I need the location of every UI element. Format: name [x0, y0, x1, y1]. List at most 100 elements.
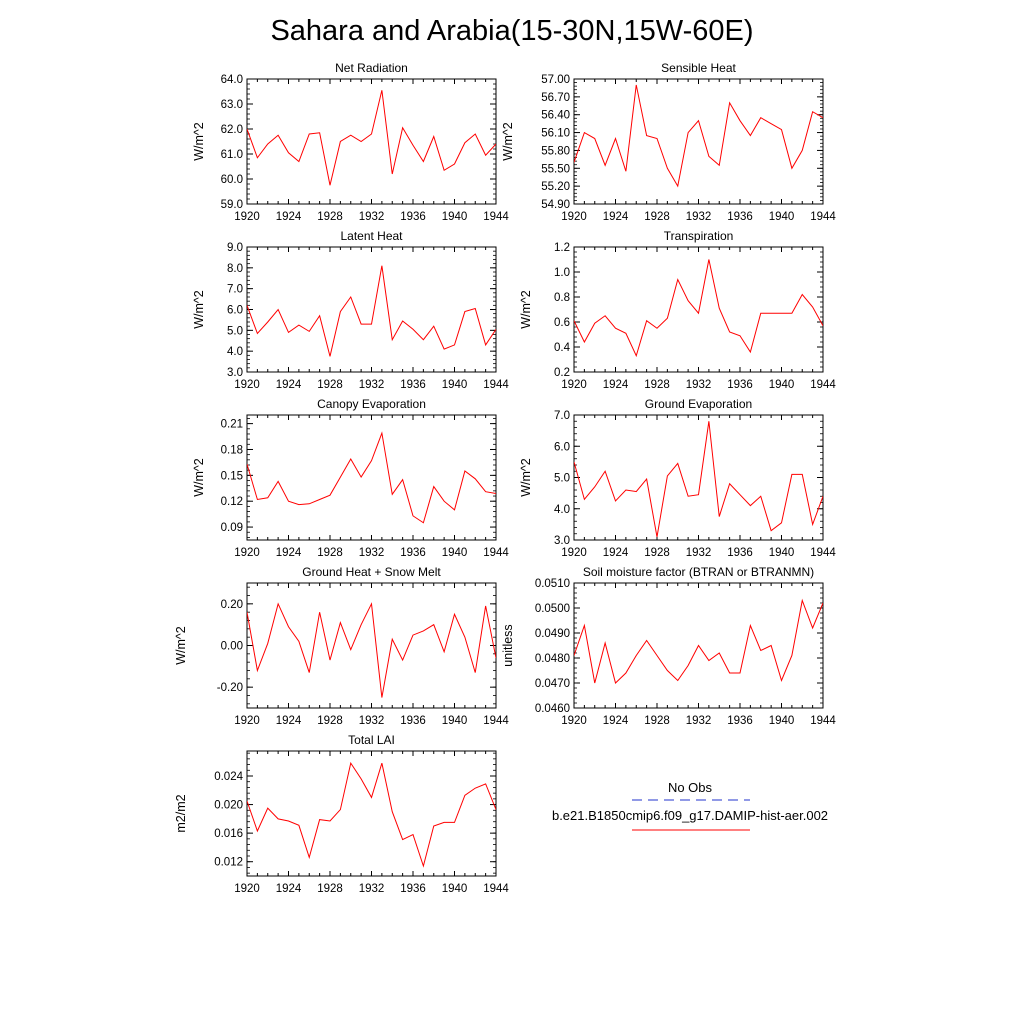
x-tick-label: 1944 [810, 379, 836, 391]
chart-panel-canopy-evaporation: Canopy Evaporation W/m^2 1920 1924 1928 1932 1… [192, 397, 509, 559]
x-tick-label: 1940 [442, 211, 468, 223]
y-tick-label: 9.0 [227, 242, 243, 254]
y-tick-label: 0.21 [221, 419, 243, 431]
y-tick-label: 0.18 [221, 444, 243, 456]
x-tick-label: 1928 [317, 883, 343, 895]
y-axis-label: W/m^2 [192, 290, 206, 329]
y-tick-label: 0.4 [554, 342, 571, 354]
panel-title: Ground Evaporation [645, 397, 752, 411]
y-tick-label: 56.70 [541, 92, 570, 104]
x-tick-label: 1936 [727, 379, 753, 391]
y-tick-label: 5.0 [227, 325, 243, 337]
y-tick-label: 0.0480 [535, 653, 570, 665]
x-tick-label: 1928 [644, 379, 670, 391]
y-axis-label: W/m^2 [501, 122, 515, 161]
x-tick-label: 1920 [234, 715, 260, 727]
y-tick-label: 57.00 [541, 74, 570, 86]
y-tick-label: 55.80 [541, 145, 570, 157]
y-tick-label: 63.0 [221, 99, 243, 111]
x-tick-label: 1936 [400, 715, 426, 727]
series-line-ground-evaporation [574, 421, 823, 537]
x-tick-label: 1932 [359, 379, 385, 391]
y-tick-label: 0.0470 [535, 678, 570, 690]
plot-frame [246, 414, 497, 541]
x-tick-label: 1932 [359, 883, 385, 895]
y-tick-label: 0.00 [221, 641, 243, 653]
x-tick-label: 1936 [400, 379, 426, 391]
x-tick-label: 1924 [603, 715, 629, 727]
y-tick-label: 0.0510 [535, 578, 570, 590]
y-tick-label: 56.40 [541, 110, 570, 122]
x-tick-label: 1944 [483, 715, 509, 727]
x-tick-label: 1940 [769, 715, 795, 727]
chart-panel-sensible-heat: Sensible Heat W/m^2 1920 1924 1928 1932 1936 19… [501, 61, 836, 223]
x-tick-label: 1932 [359, 211, 385, 223]
x-tick-label: 1920 [561, 211, 587, 223]
x-tick-label: 1936 [727, 547, 753, 559]
panel-title: Transpiration [664, 229, 734, 243]
panel-title: Net Radiation [335, 61, 408, 75]
x-tick-label: 1932 [359, 547, 385, 559]
y-tick-label: 0.6 [554, 317, 570, 329]
x-tick-label: 1928 [317, 547, 343, 559]
x-tick-label: 1940 [442, 379, 468, 391]
panel-title: Total LAI [348, 733, 395, 747]
y-tick-label: 5.0 [554, 473, 570, 485]
y-tick-label: 1.0 [554, 267, 570, 279]
series-line-canopy-evaporation [247, 431, 496, 524]
x-tick-label: 1944 [483, 547, 509, 559]
series-line-soil-moisture-factor-btran-or-btranmn [574, 598, 823, 684]
y-tick-label: 8.0 [227, 263, 243, 275]
y-tick-label: 0.0500 [535, 603, 570, 615]
x-tick-label: 1932 [686, 547, 712, 559]
panel-title: Ground Heat + Snow Melt [302, 565, 441, 579]
panel-title: Latent Heat [340, 229, 403, 243]
y-tick-label: 0.15 [221, 470, 243, 482]
plot-frame [573, 414, 824, 541]
plot-frame [573, 78, 824, 205]
x-tick-label: 1920 [234, 883, 260, 895]
x-tick-label: 1924 [603, 379, 629, 391]
x-tick-label: 1928 [644, 547, 670, 559]
x-tick-label: 1944 [483, 211, 509, 223]
panels: Net Radiation W/m^2 1920 1924 1928 1932 1936 19… [174, 61, 836, 895]
x-tick-label: 1936 [400, 547, 426, 559]
legend-label-model: b.e21.B1850cmip6.f09_g17.DAMIP-hist-aer.… [552, 808, 828, 823]
x-tick-label: 1924 [276, 883, 302, 895]
y-tick-label: 64.0 [221, 74, 243, 86]
legend: No Obs b.e21.B1850cmip6.f09_g17.DAMIP-hi… [552, 780, 828, 831]
y-tick-label: 61.0 [221, 149, 243, 161]
x-tick-label: 1920 [561, 715, 587, 727]
panel-title: Soil moisture factor (BTRAN or BTRANMN) [583, 565, 814, 579]
legend-label-obs: No Obs [668, 780, 713, 795]
chart-panel-ground-evaporation: Ground Evaporation W/m^2 1920 1924 1928 1932 1… [519, 397, 836, 559]
y-tick-label: -0.20 [217, 682, 243, 694]
x-tick-label: 1944 [810, 715, 836, 727]
x-tick-label: 1928 [317, 715, 343, 727]
x-tick-label: 1936 [400, 883, 426, 895]
y-tick-label: 3.0 [554, 535, 570, 547]
series-line-net-radiation [247, 90, 496, 186]
plot-frame [573, 246, 824, 373]
y-tick-label: 0.0460 [535, 703, 570, 715]
x-tick-label: 1932 [686, 211, 712, 223]
x-tick-label: 1936 [727, 211, 753, 223]
x-tick-label: 1928 [644, 715, 670, 727]
y-tick-label: 0.020 [214, 800, 243, 812]
plot-frame [246, 246, 497, 373]
plot-frame [246, 750, 497, 877]
y-tick-label: 0.09 [221, 522, 243, 534]
x-tick-label: 1924 [603, 211, 629, 223]
series-line-sensible-heat [574, 84, 823, 188]
page-title: Sahara and Arabia(15-30N,15W-60E) [270, 15, 753, 47]
x-tick-label: 1924 [276, 379, 302, 391]
x-tick-label: 1920 [561, 547, 587, 559]
panel-title: Sensible Heat [661, 61, 736, 75]
chart-panel-transpiration: Transpiration W/m^2 1920 1924 1928 1932 1936 19… [519, 229, 836, 391]
series-line-latent-heat [247, 265, 496, 357]
y-tick-label: 3.0 [227, 367, 243, 379]
y-tick-label: 6.0 [227, 305, 243, 317]
chart-panel-total-lai: Total LAI m2/m2 1920 1924 1928 1932 1936 1940 19… [174, 733, 509, 895]
y-tick-label: 6.0 [554, 441, 570, 453]
